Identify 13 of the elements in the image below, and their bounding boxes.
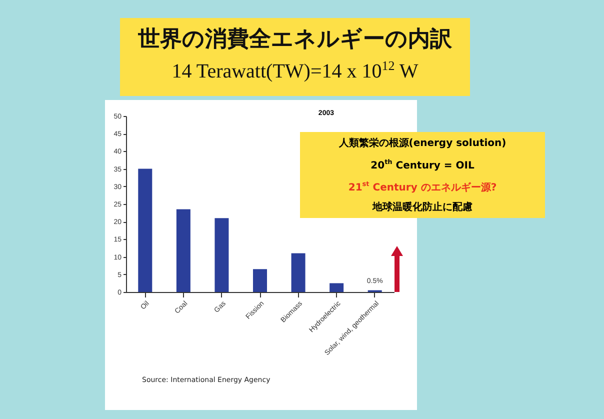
bar xyxy=(253,269,267,292)
bar xyxy=(291,253,306,292)
annotation: 人類繁栄の根源(energy solution) xyxy=(338,136,508,151)
title-box: 世界の消費全エネルギーの内訳 14 Terawatt(TW)=14 x 10$^{12}$ W xyxy=(120,18,470,96)
bar xyxy=(176,209,190,292)
annotation: 20$^{th}$ Century = OIL xyxy=(370,157,476,174)
bar xyxy=(330,283,344,292)
chart-title: 世界の消費全エネルギーの内訳 xyxy=(137,26,453,54)
annotation: 21$^{st}$ Century のエネルギー源? xyxy=(347,179,498,196)
bar xyxy=(214,218,229,292)
bar xyxy=(138,168,152,292)
annotation: 地球温暖化防止に配慮 xyxy=(371,200,474,215)
chart-subtitle: 14 Terawatt(TW)=14 x 10$^{12}$ W xyxy=(170,58,420,84)
